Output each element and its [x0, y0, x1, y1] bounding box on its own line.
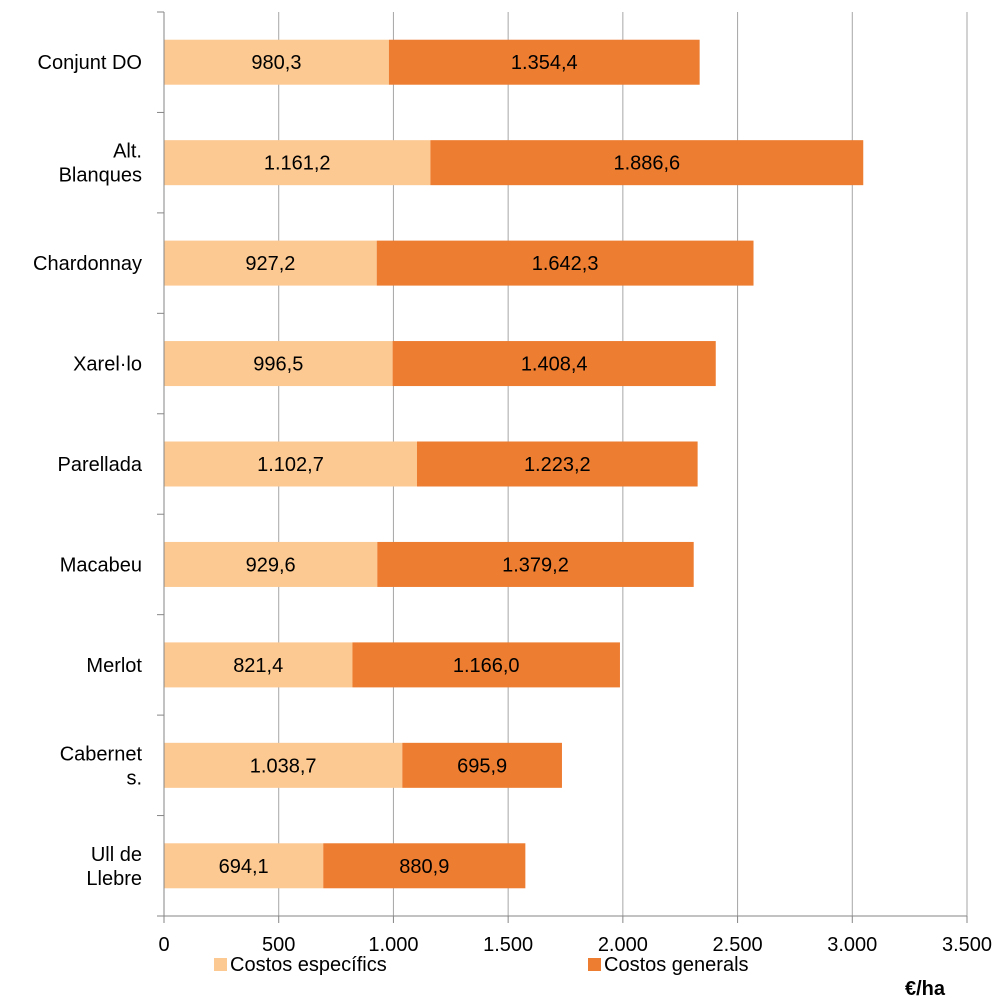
- x-tick-label: 3.500: [942, 934, 992, 956]
- data-label: 980,3: [251, 52, 301, 74]
- bar-segment: [416, 441, 698, 487]
- data-label: 1.642,3: [532, 253, 599, 275]
- bar-segment: [164, 843, 324, 889]
- bars: 980,3 1.354,4 1.161,2 1.886,6 927,2 1.642,3 99…: [164, 39, 864, 889]
- data-label: 1.379,2: [502, 554, 569, 576]
- x-tick-label: 500: [262, 934, 295, 956]
- category-label-line: Alt.: [113, 141, 142, 163]
- category-label: Ull de Llebre: [86, 844, 142, 890]
- bar-segment: [377, 541, 694, 587]
- data-label: 996,5: [253, 354, 303, 376]
- data-label: 1.038,7: [250, 755, 317, 777]
- bar-segment: [164, 742, 403, 788]
- category-label: Parellada: [57, 454, 142, 476]
- category-label-line: Merlot: [86, 655, 142, 677]
- category-label: Macabeu: [60, 554, 142, 576]
- category-label-line: Llebre: [86, 868, 142, 890]
- category-label-line: s.: [126, 767, 142, 789]
- category-label-line: Ull de: [91, 844, 142, 866]
- data-label: 1.886,6: [613, 153, 680, 175]
- x-tick-label: 2.000: [598, 934, 648, 956]
- data-label: 929,6: [246, 554, 296, 576]
- data-label: 880,9: [399, 856, 449, 878]
- data-label: 694,1: [219, 856, 269, 878]
- bar-segment: [164, 441, 417, 487]
- category-label: Chardonnay: [33, 253, 142, 275]
- data-label: 1.223,2: [524, 454, 591, 476]
- x-tick-label: 3.000: [827, 934, 877, 956]
- category-label-line: Macabeu: [60, 554, 142, 576]
- bar-segment: [388, 39, 700, 85]
- bar-segment: [323, 843, 526, 889]
- data-label: 1.166,0: [453, 655, 520, 677]
- legend-label: Costos específics: [230, 954, 387, 976]
- x-tick-label: 1.500: [483, 934, 533, 956]
- bar-segment: [164, 240, 377, 286]
- bar-segment: [164, 541, 378, 587]
- bar-segment: [352, 642, 620, 688]
- bar-segment: [376, 240, 754, 286]
- category-label-line: Conjunt DO: [38, 52, 143, 74]
- category-label: Alt. Blanques: [59, 141, 142, 187]
- category-label-line: Chardonnay: [33, 253, 142, 275]
- category-label-line: Cabernet: [60, 743, 143, 765]
- bar-segment: [392, 341, 716, 387]
- data-label: 1.354,4: [511, 52, 578, 74]
- x-tick-label: 0: [158, 934, 169, 956]
- bar-segment: [402, 742, 562, 788]
- bar-segment: [164, 642, 353, 688]
- data-label: 927,2: [245, 253, 295, 275]
- category-label: Xarel·lo: [73, 354, 142, 376]
- bar-segment: [164, 39, 389, 85]
- legend-label: Costos generals: [604, 954, 749, 976]
- data-label: 821,4: [233, 655, 283, 677]
- category-label-line: Parellada: [57, 454, 142, 476]
- category-label-line: Blanques: [59, 165, 142, 187]
- axes: 0 500 1.000 1.500 2.000 2.500 3.000 3.500 Conjun…: [33, 11, 992, 956]
- bar-segment: [430, 140, 864, 186]
- data-label: 695,9: [457, 755, 507, 777]
- category-label-line: Xarel·lo: [73, 354, 142, 376]
- bar-segment: [164, 140, 431, 186]
- category-label: Conjunt DO: [38, 52, 143, 74]
- bar-segment: [164, 341, 393, 387]
- legend-swatch: [588, 958, 601, 971]
- category-label: Cabernet s.: [60, 743, 143, 789]
- unit-label: €/ha: [905, 978, 946, 1000]
- legend-swatch: [214, 958, 227, 971]
- category-label: Merlot: [86, 655, 142, 677]
- legend: Costos específics Costos generals €/ha: [214, 954, 946, 1000]
- data-label: 1.408,4: [521, 354, 588, 376]
- x-tick-label: 1.000: [368, 934, 418, 956]
- data-label: 1.102,7: [257, 454, 324, 476]
- data-label: 1.161,2: [264, 153, 331, 175]
- x-tick-label: 2.500: [713, 934, 763, 956]
